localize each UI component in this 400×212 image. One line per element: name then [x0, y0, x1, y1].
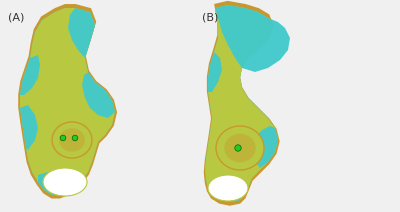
Circle shape: [60, 135, 66, 141]
Polygon shape: [205, 5, 278, 202]
Ellipse shape: [208, 175, 248, 201]
Polygon shape: [38, 172, 82, 195]
Polygon shape: [215, 5, 290, 72]
Polygon shape: [20, 55, 40, 95]
Circle shape: [235, 145, 241, 151]
Ellipse shape: [224, 134, 256, 162]
Polygon shape: [68, 8, 95, 58]
Polygon shape: [205, 5, 278, 202]
Ellipse shape: [216, 126, 264, 170]
Polygon shape: [18, 4, 117, 198]
Polygon shape: [82, 72, 115, 118]
Ellipse shape: [52, 122, 92, 158]
Circle shape: [72, 135, 78, 141]
Polygon shape: [208, 52, 222, 92]
Ellipse shape: [43, 168, 87, 196]
Polygon shape: [208, 180, 245, 202]
Polygon shape: [20, 105, 38, 150]
Polygon shape: [20, 8, 115, 195]
Polygon shape: [252, 126, 278, 168]
Text: (A): (A): [8, 12, 24, 22]
Text: (B): (B): [202, 12, 218, 22]
Ellipse shape: [59, 128, 85, 152]
Polygon shape: [20, 8, 115, 195]
Polygon shape: [204, 1, 280, 206]
